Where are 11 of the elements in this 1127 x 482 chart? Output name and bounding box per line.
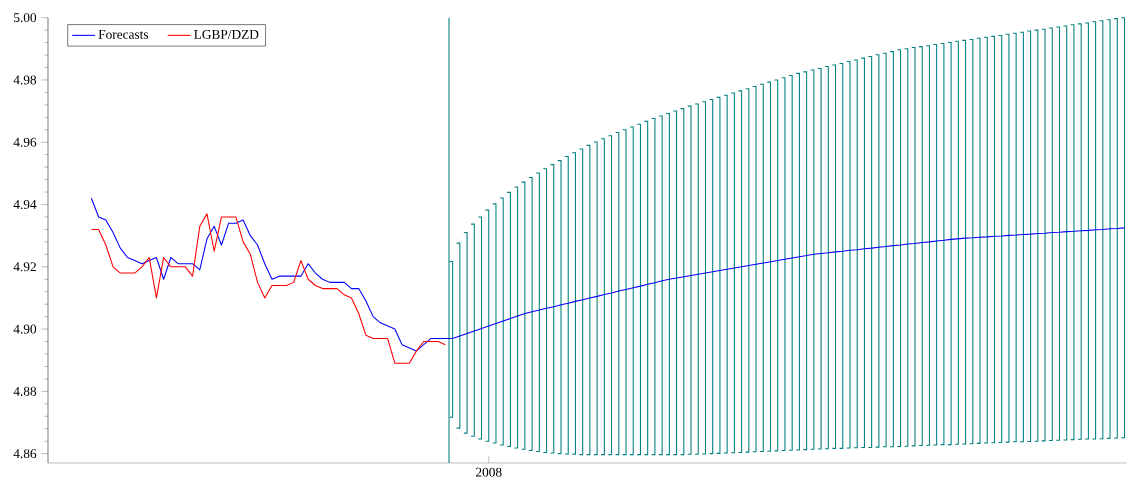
y-tick-label: 4.90 [13, 324, 37, 334]
y-tick-label: 5.00 [14, 13, 37, 23]
legend-label: Forecasts [98, 29, 149, 39]
y-tick-label: 4.86 [13, 449, 37, 459]
y-tick-label: 4.94 [13, 200, 37, 210]
y-tick-label: 4.92 [13, 262, 36, 272]
y-tick-label: 4.88 [13, 386, 37, 396]
legend-label: LGBP/DZD [194, 29, 259, 39]
y-tick-label: 4.96 [13, 137, 37, 147]
x-tick-label: 2008 [476, 467, 502, 477]
y-tick-label: 4.98 [13, 75, 37, 85]
